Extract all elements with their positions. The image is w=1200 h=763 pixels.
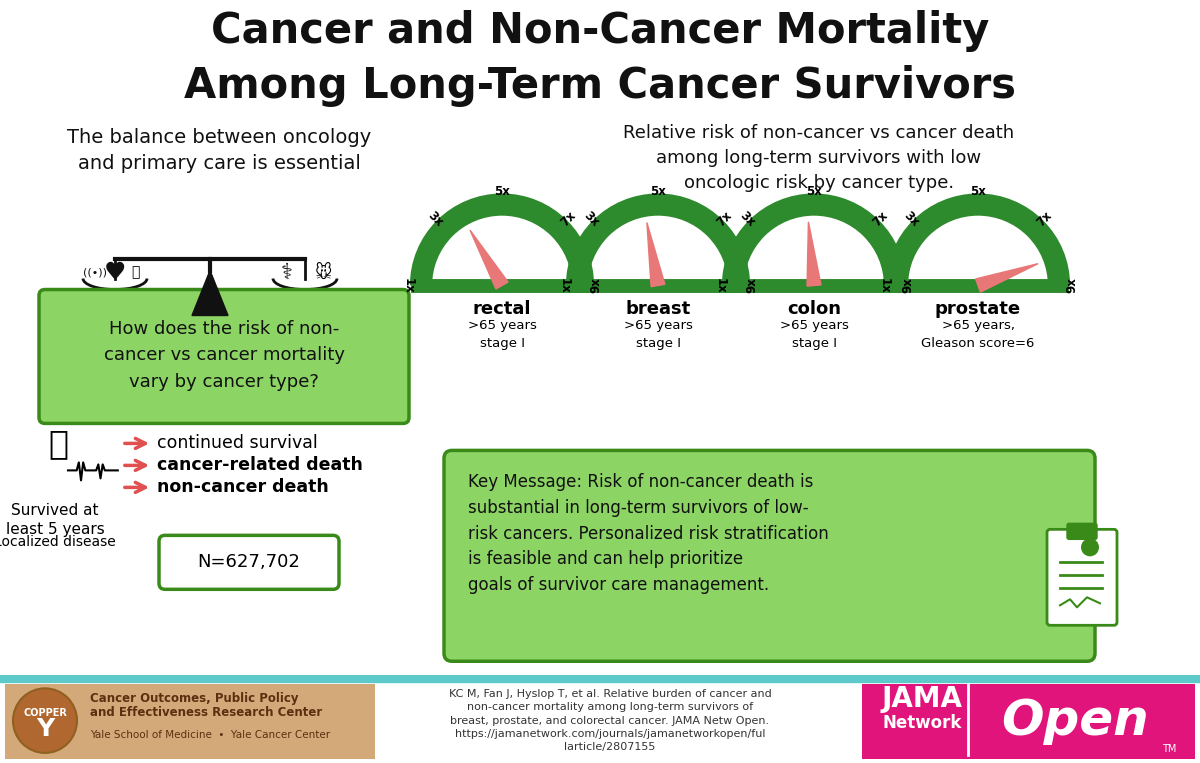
Text: 🐭: 🐭 [314,263,331,282]
FancyBboxPatch shape [158,536,340,589]
Polygon shape [647,223,665,287]
Text: ⚕: ⚕ [281,262,293,282]
Text: colon: colon [787,300,841,317]
Text: 🎗: 🎗 [131,266,139,279]
Text: >65 years,: >65 years, [942,320,1014,333]
FancyBboxPatch shape [38,289,409,423]
Text: stage I: stage I [636,337,680,350]
Circle shape [1081,539,1099,556]
Polygon shape [976,264,1038,292]
Text: and Effectiveness Research Center: and Effectiveness Research Center [90,706,323,719]
Text: 7x: 7x [558,209,578,229]
Text: 5x: 5x [806,185,822,198]
Text: 3x: 3x [425,209,445,229]
Text: Gleason score=6: Gleason score=6 [922,337,1034,350]
FancyBboxPatch shape [1046,530,1117,626]
Text: 7x: 7x [1034,209,1055,229]
Text: JAMA: JAMA [882,685,962,713]
Text: rectal: rectal [473,300,532,317]
Text: N=627,702: N=627,702 [198,553,300,571]
Text: ♥: ♥ [104,260,126,285]
Text: 7x: 7x [714,209,734,229]
Text: Survived at
least 5 years: Survived at least 5 years [6,504,104,537]
Text: non-cancer death: non-cancer death [157,478,329,497]
Text: stage I: stage I [792,337,836,350]
Text: 1x: 1x [714,278,726,294]
Text: >65 years: >65 years [624,320,692,333]
Text: Cancer Outcomes, Public Policy: Cancer Outcomes, Public Policy [90,692,299,705]
Text: prostate: prostate [935,300,1021,317]
Text: breast: breast [625,300,691,317]
Bar [0,675,1200,682]
Text: KC M, Fan J, Hyslop T, et al. Relative burden of cancer and
non-cancer mortality: KC M, Fan J, Hyslop T, et al. Relative b… [449,689,772,752]
FancyBboxPatch shape [444,450,1096,662]
Text: Cancer and Non-Cancer Mortality: Cancer and Non-Cancer Mortality [211,10,989,52]
Text: Open: Open [1001,697,1148,745]
Text: 5x: 5x [970,185,986,198]
FancyBboxPatch shape [862,684,1195,759]
Text: 3x: 3x [581,209,601,229]
Text: Relative risk of non-cancer vs cancer death
among long-term survivors with low
o: Relative risk of non-cancer vs cancer de… [624,124,1014,192]
Text: Key Message: Risk of non-cancer death is
substantial in long-term survivors of l: Key Message: Risk of non-cancer death is… [468,473,829,594]
Text: 9x: 9x [589,278,602,294]
Text: Y: Y [36,716,54,741]
Text: 1x: 1x [402,278,414,294]
Text: 1x: 1x [558,278,570,294]
Text: 5x: 5x [650,185,666,198]
Text: Among Long-Term Cancer Survivors: Among Long-Term Cancer Survivors [184,66,1016,108]
Text: 3x: 3x [901,209,922,229]
Text: Network: Network [882,713,961,732]
Text: How does the risk of non-
cancer vs cancer mortality
vary by cancer type?: How does the risk of non- cancer vs canc… [103,320,344,391]
Polygon shape [470,230,508,289]
Text: TM: TM [1162,744,1176,754]
Text: 5x: 5x [494,185,510,198]
FancyBboxPatch shape [1067,523,1097,539]
Text: The balance between oncology
and primary care is essential: The balance between oncology and primary… [67,127,371,173]
Text: stage I: stage I [480,337,524,350]
Text: 1x: 1x [877,278,890,294]
Text: 9x: 9x [745,278,758,294]
Text: >65 years: >65 years [780,320,848,333]
Text: 3x: 3x [737,209,757,229]
Text: Localized disease: Localized disease [0,536,116,549]
Circle shape [13,688,77,753]
Text: ((•)): ((•)) [83,268,107,278]
FancyBboxPatch shape [5,684,374,759]
Text: COPPER: COPPER [23,707,67,717]
Text: continued survival: continued survival [157,434,318,452]
Text: 🧍: 🧍 [48,427,68,460]
Polygon shape [808,222,821,286]
Text: 9x: 9x [901,278,914,294]
Text: cancer-related death: cancer-related death [157,456,362,475]
Text: 7x: 7x [870,209,890,229]
Polygon shape [192,271,228,315]
Text: Yale School of Medicine  •  Yale Cancer Center: Yale School of Medicine • Yale Cancer Ce… [90,729,330,740]
Text: >65 years: >65 years [468,320,536,333]
Text: 9x: 9x [1066,278,1079,294]
